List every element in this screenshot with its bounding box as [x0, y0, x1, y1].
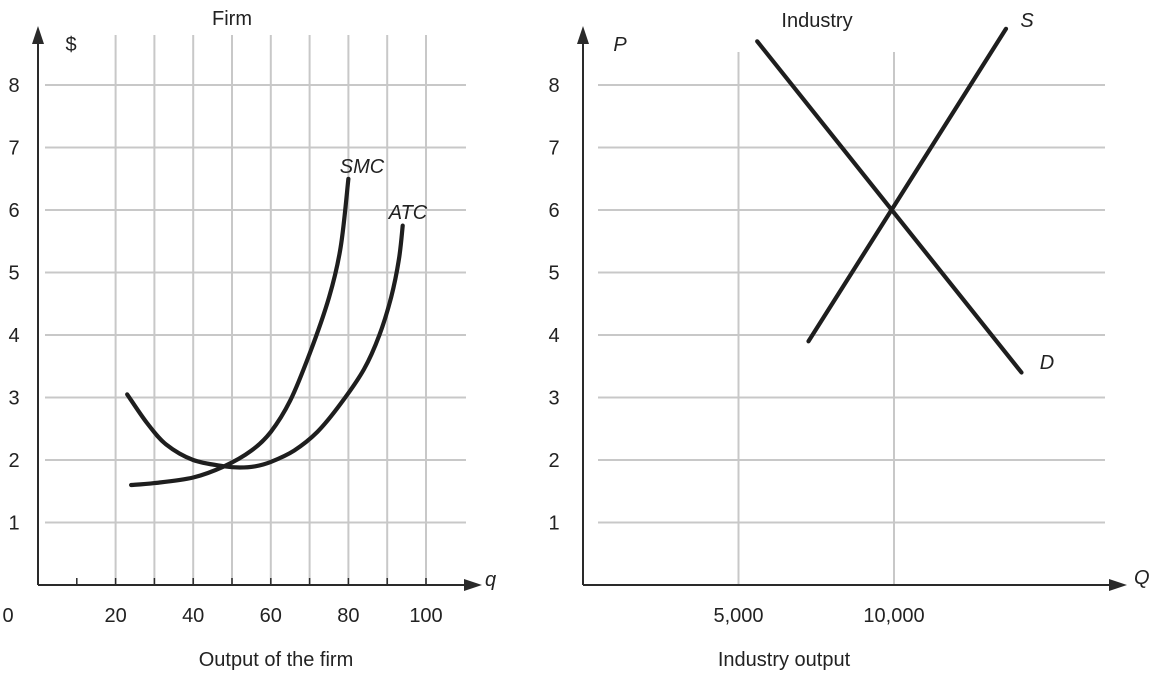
y-tick-label: 3: [8, 388, 19, 410]
x-tick-label: 40: [182, 605, 204, 627]
atc-label: ATC: [388, 202, 428, 224]
smc-curve: [129, 176, 351, 488]
y-axis-arrow-icon: [32, 26, 44, 44]
y-axis-label: $: [65, 34, 76, 56]
y-tick-label: 6: [548, 200, 559, 222]
y-tick-label: 6: [8, 200, 19, 222]
y-tick-label: 7: [8, 138, 19, 160]
industry-panel: 1 2 3 4 5 6 7 8 5,000 10,000 Industry P Industry out…: [548, 10, 1149, 671]
demand-line: [755, 39, 1024, 375]
y-tick-label: 4: [548, 325, 559, 347]
y-tick-label: 5: [548, 263, 559, 285]
y-axis-arrow-icon: [577, 26, 589, 44]
y-tick-label: 2: [548, 450, 559, 472]
smc-label: SMC: [340, 156, 385, 178]
y-tick-label: 8: [8, 75, 19, 97]
supply-line: [806, 26, 1009, 344]
x-axis-symbol: q: [485, 569, 496, 591]
chart-title: Firm: [212, 8, 252, 30]
supply-label: S: [1020, 10, 1034, 32]
y-tick-label: 2: [8, 450, 19, 472]
y-tick-label: 1: [8, 513, 19, 535]
x-axis-arrow-icon: [464, 579, 482, 591]
x-tick-label: 20: [104, 605, 126, 627]
x-axis-title: Industry output: [718, 649, 851, 671]
y-tick-label: 4: [8, 325, 19, 347]
x-axis-symbol: Q: [1134, 567, 1150, 589]
x-tick-label: 80: [337, 605, 359, 627]
firm-panel: 1 2 3 4 5 6 7 8 20 40 60 80 100 0 Firm $ Output of the f…: [2, 8, 496, 671]
y-tick-label: 8: [548, 75, 559, 97]
y-axis-label: P: [613, 34, 627, 56]
demand-label: D: [1040, 352, 1054, 374]
x-axis-arrow-icon: [1109, 579, 1127, 591]
chart-title: Industry: [781, 10, 852, 32]
x-tick-label: 5,000: [713, 605, 763, 627]
y-tick-label: 3: [548, 388, 559, 410]
y-tick-label: 5: [8, 263, 19, 285]
origin-label: 0: [2, 605, 13, 627]
y-tick-label: 1: [548, 513, 559, 535]
atc-curve: [125, 223, 405, 470]
x-tick-label: 60: [260, 605, 282, 627]
x-tick-label: 100: [409, 605, 442, 627]
x-axis-title: Output of the firm: [199, 649, 354, 671]
x-tick-label: 10,000: [863, 605, 924, 627]
y-tick-label: 7: [548, 138, 559, 160]
